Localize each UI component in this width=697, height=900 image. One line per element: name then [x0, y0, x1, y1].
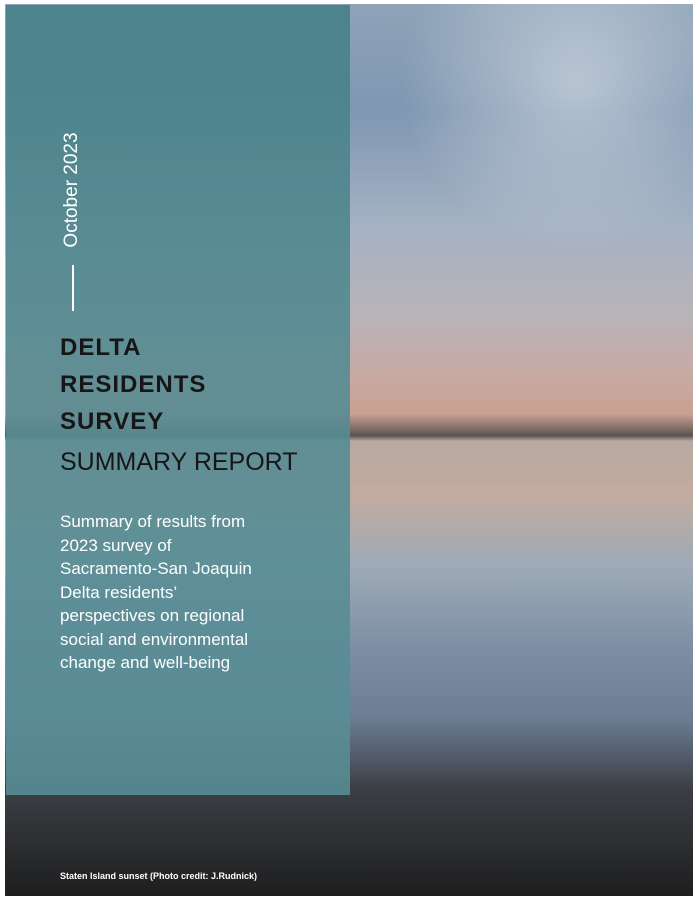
page: {"date": "October 2023", "title": {"line… — [0, 0, 697, 900]
cloud — [385, 4, 693, 264]
description-line: change and well-being — [60, 653, 230, 673]
description-line: social and environmental — [60, 630, 248, 650]
divider — [72, 265, 74, 311]
title-line: SURVEY — [60, 408, 164, 436]
description-line: Sacramento-San Joaquin — [60, 559, 252, 579]
description-line: perspectives on regional — [60, 606, 244, 626]
description-line: Summary of results from — [60, 512, 245, 532]
description-line: 2023 survey of — [60, 536, 172, 556]
title-line: DELTA — [60, 334, 141, 362]
page-body: October 2023 DELTA RESIDENTS SURVEY SUMMAR… — [0, 0, 697, 900]
title-panel — [6, 5, 350, 795]
photo-credit: Staten Island sunset (Photo credit: J.Ru… — [60, 871, 257, 881]
description-line: Delta residents’ — [60, 583, 177, 603]
date: October 2023 — [61, 132, 83, 247]
title-line: RESIDENTS — [60, 371, 206, 399]
subtitle: SUMMARY REPORT — [60, 448, 298, 477]
